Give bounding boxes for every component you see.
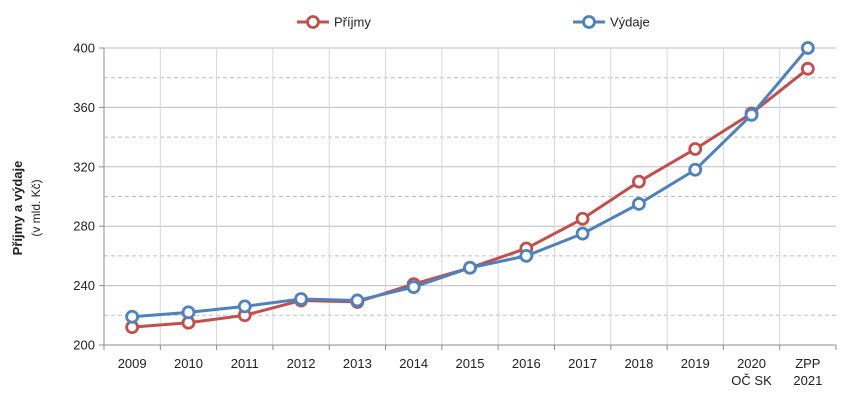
y-tick-label: 320 xyxy=(73,159,95,174)
y-tick-label: 200 xyxy=(73,338,95,353)
x-tick-label: 2010 xyxy=(174,356,203,371)
data-point xyxy=(181,305,196,320)
y-axis-unit-label: (v mld. Kč) xyxy=(29,179,43,236)
legend-label: Výdaje xyxy=(610,15,650,30)
data-point xyxy=(688,162,703,177)
x-tick-label: ZPP xyxy=(795,356,820,371)
x-tick-label: 2012 xyxy=(287,356,316,371)
data-point xyxy=(744,107,759,122)
legend-swatch-marker xyxy=(582,15,596,29)
legend-swatch-marker xyxy=(306,15,320,29)
data-point xyxy=(350,293,365,308)
y-axis-label: Příjmy a výdaje xyxy=(10,161,25,256)
data-point xyxy=(237,299,252,314)
data-point xyxy=(463,260,477,275)
x-tick-label: 2020 xyxy=(737,356,766,371)
data-point xyxy=(800,61,815,76)
data-point xyxy=(688,142,703,156)
gridlines xyxy=(104,47,836,345)
x-tick-label: 2013 xyxy=(343,356,372,371)
x-tick-label: 2021 xyxy=(793,373,822,388)
x-tick-label: 2019 xyxy=(681,356,710,371)
x-tick-label: 2011 xyxy=(231,356,259,371)
data-point xyxy=(406,280,421,294)
y-tick-label: 280 xyxy=(73,219,95,234)
x-tick-labels: 2009 2010 2011 2012 2013 2014 2015 2016 2017 2018… xyxy=(118,356,823,388)
axes xyxy=(99,47,837,350)
legend-item: Příjmy xyxy=(297,15,371,30)
data-point xyxy=(632,197,646,211)
series-group xyxy=(125,41,815,335)
series-2 xyxy=(125,41,815,324)
series-line xyxy=(132,47,809,319)
data-point xyxy=(294,292,308,306)
data-point xyxy=(575,211,590,226)
y-tick-label: 240 xyxy=(73,278,95,293)
legend: Příjmy Výdaje xyxy=(297,15,650,30)
legend-item: Výdaje xyxy=(573,15,650,30)
x-tick-label: OČ SK xyxy=(731,373,772,388)
x-tick-label: 2015 xyxy=(456,356,485,371)
x-tick-label: 2018 xyxy=(624,356,653,371)
y-tick-labels: 200 240 280 320 360 400 xyxy=(73,41,95,353)
data-point xyxy=(125,309,140,324)
x-tick-label: 2017 xyxy=(568,356,597,371)
x-tick-label: 2009 xyxy=(118,356,147,371)
series-1 xyxy=(125,61,815,335)
data-point xyxy=(800,41,815,55)
data-point xyxy=(632,174,646,189)
x-tick-label: 2014 xyxy=(399,356,428,371)
y-tick-label: 400 xyxy=(73,41,95,56)
y-tick-label: 360 xyxy=(73,100,95,115)
x-tick-label: 2016 xyxy=(512,356,541,371)
legend-label: Příjmy xyxy=(334,15,371,30)
data-point xyxy=(519,248,534,263)
data-point xyxy=(575,226,590,241)
